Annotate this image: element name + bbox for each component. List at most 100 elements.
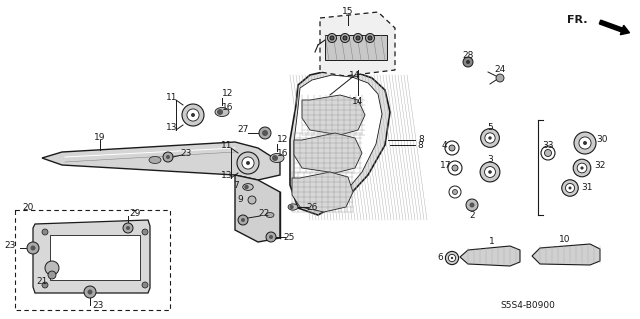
- Circle shape: [272, 155, 278, 161]
- Ellipse shape: [266, 212, 274, 218]
- Text: 2: 2: [469, 211, 475, 219]
- Polygon shape: [292, 172, 353, 212]
- Text: 23: 23: [92, 300, 104, 309]
- Circle shape: [541, 146, 555, 160]
- FancyArrow shape: [599, 20, 630, 35]
- Text: 14: 14: [352, 98, 364, 107]
- Text: 17: 17: [440, 160, 452, 169]
- Circle shape: [84, 286, 96, 298]
- Circle shape: [259, 127, 271, 139]
- Circle shape: [449, 145, 455, 151]
- Circle shape: [31, 246, 35, 250]
- Circle shape: [488, 170, 492, 174]
- Text: 22: 22: [259, 209, 269, 218]
- Bar: [50, 235, 140, 280]
- Bar: [325, 35, 387, 60]
- Text: 9: 9: [237, 196, 243, 204]
- Circle shape: [237, 152, 259, 174]
- Circle shape: [583, 141, 587, 145]
- Circle shape: [449, 186, 461, 198]
- Text: 8: 8: [417, 140, 423, 150]
- Circle shape: [449, 254, 456, 262]
- Circle shape: [452, 165, 458, 171]
- Circle shape: [126, 226, 130, 230]
- Polygon shape: [320, 12, 395, 76]
- Circle shape: [182, 104, 204, 126]
- Circle shape: [266, 232, 276, 242]
- Circle shape: [48, 271, 56, 279]
- Circle shape: [244, 185, 249, 189]
- Text: FR.: FR.: [568, 15, 588, 25]
- Text: 23: 23: [180, 149, 192, 158]
- Circle shape: [163, 152, 173, 162]
- Polygon shape: [302, 95, 365, 135]
- Circle shape: [343, 36, 347, 40]
- Circle shape: [187, 109, 199, 121]
- Polygon shape: [235, 175, 280, 242]
- Circle shape: [262, 130, 268, 136]
- Circle shape: [42, 229, 48, 235]
- Text: 6: 6: [437, 254, 443, 263]
- Text: 24: 24: [494, 65, 506, 75]
- Circle shape: [340, 33, 349, 42]
- Text: 4: 4: [441, 140, 447, 150]
- Text: 15: 15: [342, 8, 354, 17]
- Polygon shape: [33, 220, 150, 293]
- Text: 26: 26: [307, 203, 317, 211]
- Ellipse shape: [149, 157, 161, 164]
- Text: S5S4-B0900: S5S4-B0900: [500, 300, 555, 309]
- Circle shape: [452, 189, 458, 195]
- Text: 12: 12: [222, 90, 234, 99]
- Text: 31: 31: [581, 183, 593, 192]
- Circle shape: [42, 282, 48, 288]
- Circle shape: [451, 257, 453, 259]
- Text: 11: 11: [166, 93, 178, 101]
- Text: 28: 28: [462, 50, 474, 60]
- Text: 13: 13: [166, 123, 178, 132]
- Text: 1: 1: [489, 238, 495, 247]
- Circle shape: [269, 235, 273, 239]
- Circle shape: [562, 180, 579, 196]
- Circle shape: [142, 282, 148, 288]
- Circle shape: [142, 229, 148, 235]
- Circle shape: [577, 163, 587, 173]
- Circle shape: [545, 150, 552, 157]
- Text: 16: 16: [222, 103, 234, 113]
- Circle shape: [289, 205, 294, 209]
- Circle shape: [566, 183, 575, 193]
- Circle shape: [217, 109, 223, 115]
- Circle shape: [246, 161, 250, 165]
- Text: 29: 29: [129, 209, 141, 218]
- Circle shape: [573, 159, 591, 177]
- Text: 5: 5: [487, 123, 493, 132]
- Text: 11: 11: [221, 140, 233, 150]
- Text: 27: 27: [237, 125, 249, 135]
- Circle shape: [45, 261, 59, 275]
- Ellipse shape: [288, 204, 298, 210]
- Polygon shape: [294, 133, 362, 173]
- Ellipse shape: [243, 184, 253, 190]
- Circle shape: [488, 136, 492, 140]
- Circle shape: [123, 223, 133, 233]
- Circle shape: [445, 141, 459, 155]
- Text: 3: 3: [487, 155, 493, 165]
- Text: 23: 23: [4, 241, 16, 249]
- Ellipse shape: [215, 108, 229, 116]
- Circle shape: [466, 60, 470, 64]
- Circle shape: [484, 167, 495, 177]
- Text: 7: 7: [233, 181, 239, 189]
- Circle shape: [463, 57, 473, 67]
- Circle shape: [248, 196, 256, 204]
- Circle shape: [353, 33, 362, 42]
- Text: 10: 10: [559, 235, 571, 244]
- Circle shape: [241, 218, 245, 222]
- Circle shape: [580, 167, 584, 170]
- Circle shape: [27, 242, 39, 254]
- Polygon shape: [460, 246, 520, 266]
- Polygon shape: [42, 142, 280, 180]
- Circle shape: [496, 74, 504, 82]
- Circle shape: [191, 113, 195, 117]
- Circle shape: [481, 129, 499, 147]
- Circle shape: [356, 36, 360, 40]
- Text: 12: 12: [277, 136, 289, 145]
